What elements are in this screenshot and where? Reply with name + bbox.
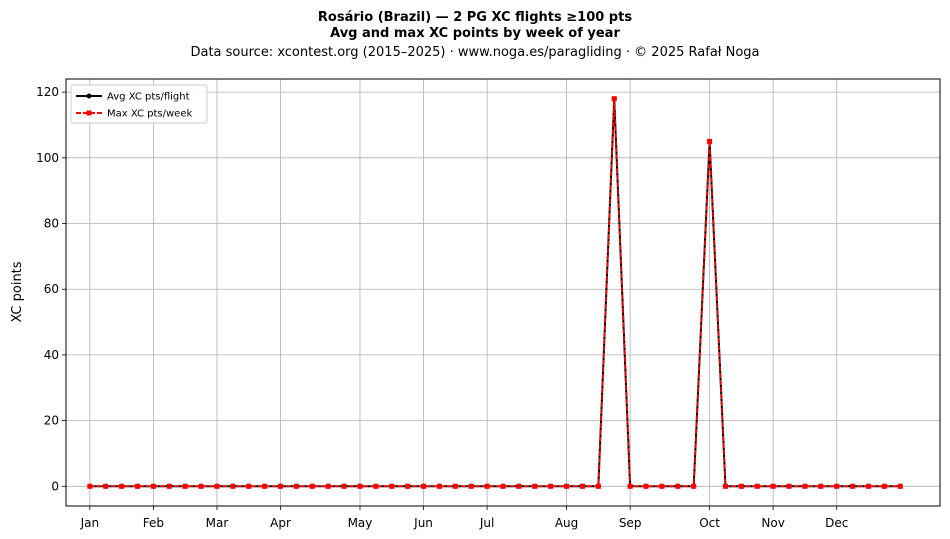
data-point-max: [214, 483, 220, 489]
grid: [66, 79, 940, 506]
data-point-max: [309, 483, 315, 489]
legend-marker-max: [86, 110, 92, 116]
data-point-max: [786, 483, 792, 489]
legend-label-avg: Avg XC pts/flight: [107, 92, 190, 103]
data-point-max: [325, 483, 331, 489]
data-point-max: [579, 483, 585, 489]
chart-title: Rosário (Brazil) — 2 PG XC flights ≥100 …: [318, 10, 632, 25]
data-point-max: [532, 483, 538, 489]
y-tick-label: 80: [44, 217, 59, 231]
data-point-max: [865, 483, 871, 489]
data-point-max: [818, 483, 824, 489]
data-point-max: [516, 483, 522, 489]
x-tick-label: Dec: [825, 516, 848, 530]
x-tick-label: Nov: [761, 516, 784, 530]
data-point-max: [198, 483, 204, 489]
data-point-max: [659, 483, 665, 489]
data-point-max: [500, 483, 506, 489]
data-point-max: [691, 483, 697, 489]
data-point-max: [278, 483, 284, 489]
data-point-max: [897, 483, 903, 489]
data-point-max: [262, 483, 268, 489]
data-point-max: [341, 483, 347, 489]
series-max: [87, 96, 903, 489]
x-tick-label: Feb: [143, 516, 164, 530]
legend-label-max: Max XC pts/week: [107, 109, 192, 120]
data-point-max: [87, 483, 93, 489]
x-tick-label: Jan: [80, 516, 100, 530]
data-point-max: [738, 483, 744, 489]
data-point-max: [595, 483, 601, 489]
x-tick-label: Aug: [555, 516, 578, 530]
data-point-max: [293, 483, 299, 489]
x-tick-label: May: [348, 516, 373, 530]
y-tick-label: 120: [36, 85, 59, 99]
data-point-max: [850, 483, 856, 489]
data-point-max: [722, 483, 728, 489]
data-point-max: [834, 483, 840, 489]
data-point-max: [357, 483, 363, 489]
data-point-max: [548, 483, 554, 489]
y-tick-label: 0: [51, 479, 59, 493]
data-point-max: [150, 483, 156, 489]
data-point-max: [373, 483, 379, 489]
x-tick-label: Oct: [699, 516, 720, 530]
x-tick-label: Apr: [270, 516, 291, 530]
data-point-max: [246, 483, 252, 489]
series-avg: [87, 96, 903, 489]
data-point-max: [119, 483, 125, 489]
x-axis: Jan Feb Mar Apr May Jun Jul Aug Sep Oct Nov Dec: [80, 506, 848, 530]
data-point-max: [468, 483, 474, 489]
x-tick-label: Jul: [479, 516, 494, 530]
data-point-max: [754, 483, 760, 489]
data-point-max: [707, 138, 713, 144]
y-tick-label: 40: [44, 348, 59, 362]
data-point-max: [611, 96, 617, 102]
series-line-max: [89, 97, 901, 488]
data-point-max: [564, 483, 570, 489]
data-point-max: [389, 483, 395, 489]
plot-frame: [65, 78, 941, 507]
y-tick-label: 60: [44, 282, 59, 296]
legend-box: [70, 84, 208, 124]
legend-marker-avg: [86, 93, 92, 99]
data-point-max: [452, 483, 458, 489]
y-tick-label: 20: [44, 414, 59, 428]
data-point-max: [421, 483, 427, 489]
data-point-max: [230, 483, 236, 489]
data-point-max: [802, 483, 808, 489]
data-point-max: [484, 483, 490, 489]
y-axis-label: XC points: [10, 261, 25, 322]
x-tick-label: Jun: [413, 516, 433, 530]
y-tick-label: 100: [36, 151, 59, 165]
data-point-max: [436, 483, 442, 489]
legend: Avg XC pts/flight Max XC pts/week: [70, 84, 208, 124]
data-point-max: [675, 483, 681, 489]
data-point-max: [135, 483, 141, 489]
data-point-max: [770, 483, 776, 489]
data-point-max: [182, 483, 188, 489]
x-tick-label: Mar: [206, 516, 229, 530]
data-point-max: [643, 483, 649, 489]
data-point-max: [166, 483, 172, 489]
data-point-max: [627, 483, 633, 489]
y-axis: 0 20 40 60 80 100 120: [36, 85, 66, 493]
x-tick-label: Sep: [619, 516, 642, 530]
data-point-max: [103, 483, 109, 489]
data-point-max: [881, 483, 887, 489]
chart-subtitle: Avg and max XC points by week of year: [330, 26, 620, 41]
data-point-max: [405, 483, 411, 489]
chart-source: Data source: xcontest.org (2015–2025) · …: [190, 45, 759, 60]
series-line-avg: [89, 97, 901, 488]
